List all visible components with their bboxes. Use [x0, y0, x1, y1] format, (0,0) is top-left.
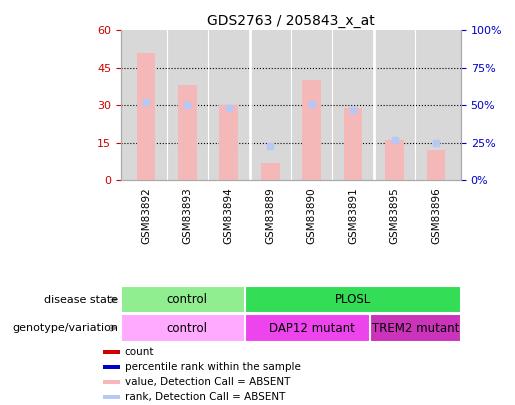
- Text: GSM83891: GSM83891: [348, 188, 358, 244]
- Text: rank, Detection Call = ABSENT: rank, Detection Call = ABSENT: [125, 392, 285, 402]
- Bar: [136, 53, 155, 180]
- Text: value, Detection Call = ABSENT: value, Detection Call = ABSENT: [125, 377, 290, 387]
- Text: control: control: [167, 322, 208, 335]
- Text: GSM83893: GSM83893: [182, 188, 192, 244]
- Bar: [103, 395, 119, 399]
- Text: TREM2 mutant: TREM2 mutant: [372, 322, 459, 335]
- Text: GSM83895: GSM83895: [390, 188, 400, 244]
- Bar: [385, 140, 404, 180]
- Text: GSM83894: GSM83894: [224, 188, 234, 244]
- Text: GSM83892: GSM83892: [141, 188, 151, 244]
- Text: count: count: [125, 347, 154, 357]
- Text: genotype/variation: genotype/variation: [12, 323, 118, 333]
- Text: GSM83890: GSM83890: [307, 188, 317, 244]
- Bar: [370, 314, 461, 342]
- Title: GDS2763 / 205843_x_at: GDS2763 / 205843_x_at: [207, 14, 375, 28]
- Bar: [261, 163, 280, 180]
- Bar: [103, 365, 119, 369]
- Text: disease state: disease state: [44, 295, 118, 305]
- Bar: [245, 314, 378, 342]
- Bar: [178, 85, 197, 180]
- Bar: [344, 108, 363, 180]
- Bar: [121, 286, 254, 313]
- Bar: [121, 314, 254, 342]
- Bar: [427, 150, 445, 180]
- Bar: [103, 350, 119, 354]
- Text: control: control: [167, 293, 208, 306]
- Text: GSM83889: GSM83889: [265, 188, 275, 244]
- Text: PLOSL: PLOSL: [335, 293, 371, 306]
- Bar: [302, 80, 321, 180]
- Text: DAP12 mutant: DAP12 mutant: [269, 322, 355, 335]
- Bar: [219, 105, 238, 180]
- Text: GSM83896: GSM83896: [431, 188, 441, 244]
- Bar: [245, 286, 461, 313]
- Text: percentile rank within the sample: percentile rank within the sample: [125, 362, 301, 372]
- Bar: [103, 380, 119, 384]
